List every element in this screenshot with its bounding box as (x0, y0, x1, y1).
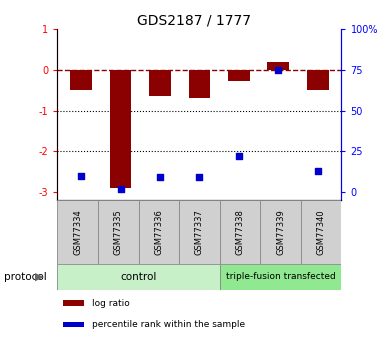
Bar (267, 62, 289, 70)
Bar (220, 264, 341, 290)
Text: protocol: protocol (4, 272, 47, 282)
Bar (260, 200, 301, 264)
Text: log ratio: log ratio (92, 299, 130, 308)
Text: percentile rank within the sample: percentile rank within the sample (92, 320, 245, 329)
Bar (139, 200, 179, 264)
Text: control: control (120, 272, 157, 282)
Bar (220, 200, 260, 264)
Text: GSM77337: GSM77337 (195, 209, 204, 255)
Bar (110, 70, 132, 188)
Text: GSM77338: GSM77338 (236, 209, 244, 255)
Bar (149, 70, 171, 96)
Text: GSM77335: GSM77335 (114, 209, 123, 255)
Point (78, 173, 84, 178)
Bar (301, 200, 341, 264)
Text: GSM77340: GSM77340 (317, 209, 326, 255)
Bar (57, 200, 98, 264)
Bar (98, 200, 139, 264)
Bar (63, 322, 83, 327)
Text: ▶: ▶ (35, 272, 43, 282)
Text: GSM77336: GSM77336 (154, 209, 163, 255)
Text: GSM77334: GSM77334 (73, 209, 82, 255)
Bar (179, 200, 220, 264)
Point (118, 186, 124, 191)
Bar (189, 70, 210, 98)
Point (236, 154, 242, 159)
Point (315, 168, 321, 174)
Bar (307, 70, 329, 90)
Bar (63, 300, 83, 306)
Text: GSM77339: GSM77339 (276, 209, 285, 255)
Point (157, 175, 163, 180)
Bar (228, 70, 250, 81)
Point (275, 67, 281, 73)
Bar (70, 70, 92, 90)
Point (196, 175, 203, 180)
Text: triple-fusion transfected: triple-fusion transfected (226, 272, 336, 282)
Text: GDS2187 / 1777: GDS2187 / 1777 (137, 14, 251, 28)
Bar (57, 264, 220, 290)
